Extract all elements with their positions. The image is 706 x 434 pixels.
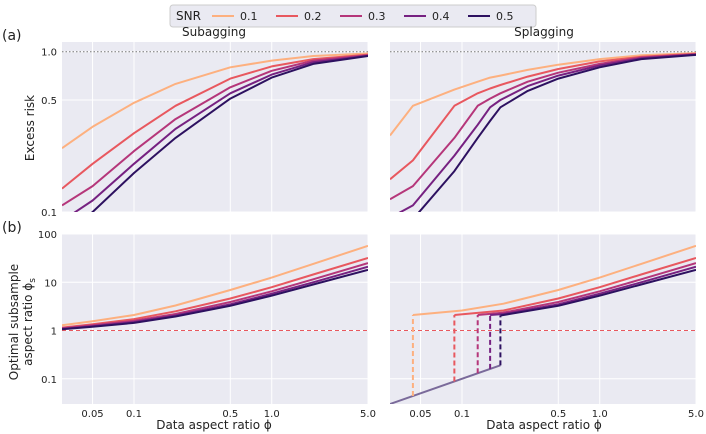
- legend-label-0.4: 0.4: [432, 10, 450, 23]
- x-tick-label: 0.5: [222, 409, 238, 420]
- y-tick-label: 100: [38, 230, 57, 241]
- row-label-b: (b): [2, 220, 22, 236]
- series-line-snr-0.5: [62, 268, 368, 331]
- y-tick-label: 0.1: [41, 375, 57, 386]
- series-line-snr-0.2: [62, 256, 368, 329]
- series-line-snr-0.1: [390, 52, 696, 137]
- legend-title: SNR: [176, 9, 201, 23]
- y-axis-label-bottom-line1: Optimal subsample: [7, 264, 21, 380]
- series-line-snr-0.2: [390, 52, 696, 181]
- y-axis-label-bottom-line2: aspect ratio ϕs: [21, 278, 38, 366]
- series-line-snr-0.5: [500, 268, 696, 317]
- series-line-snr-0.5: [417, 53, 696, 212]
- x-axis-label-right: Data aspect ratio ϕ: [486, 418, 602, 432]
- panel-bottom-left: 0.05 0.1 0.5 1.0 5.0 0.1 1 10 100: [38, 230, 376, 420]
- plot-area: [390, 42, 696, 212]
- x-axis-label-left: Data aspect ratio ϕ: [156, 418, 272, 432]
- series-line-snr-0.4: [398, 53, 696, 212]
- series-line-snr-0.3: [62, 54, 368, 207]
- row-label-a: (a): [2, 28, 22, 44]
- panel-title-splagging: Splagging: [514, 25, 574, 39]
- series-line-snr-0.3: [477, 262, 696, 316]
- y-tick-label: 10: [44, 278, 57, 289]
- panel-bottom-right: 0.05 0.1 0.5 1.0 5.0: [390, 233, 704, 420]
- legend: SNR 0.1 0.2 0.3 0.4 0.5: [169, 4, 537, 28]
- legend-label-0.2: 0.2: [304, 10, 322, 23]
- panel-title-subagging: Subagging: [182, 25, 246, 39]
- series-line-snr-0.4: [490, 265, 696, 316]
- y-tick-label: 0.5: [41, 96, 57, 107]
- series-line-snr-0.1: [62, 52, 368, 150]
- legend-label-0.1: 0.1: [240, 10, 258, 23]
- x-tick-label: 0.5: [550, 409, 566, 420]
- x-tick-label: 0.1: [126, 409, 142, 420]
- series-line-snr-0.2: [62, 53, 368, 190]
- panel-top-left: 0.1 0.5 1.0: [41, 42, 369, 219]
- x-tick-label: 1.0: [264, 409, 280, 420]
- x-tick-label: 1.0: [592, 409, 608, 420]
- series-line-snr-0.3: [390, 53, 696, 201]
- y-tick-label: 1.0: [41, 48, 57, 59]
- x-tick-label: 0.1: [454, 409, 470, 420]
- panel-top-right: [390, 42, 697, 213]
- x-tick-label: 5.0: [688, 409, 704, 420]
- y-tick-label: 0.1: [41, 208, 57, 219]
- x-tick-label: 0.05: [409, 409, 431, 420]
- series-line-snr-0.4: [73, 54, 368, 212]
- series-line-snr-0.1: [412, 244, 696, 316]
- x-tick-label: 0.05: [81, 409, 103, 420]
- y-tick-label: 1: [51, 327, 57, 338]
- series-line-snr-0.2: [454, 256, 696, 316]
- lower-branch-line: [390, 364, 501, 404]
- series-line-snr-0.1: [62, 244, 368, 327]
- x-tick-label: 5.0: [360, 409, 376, 420]
- y-axis-label-top: Excess risk: [23, 95, 37, 161]
- legend-label-0.5: 0.5: [496, 10, 514, 23]
- series-line-snr-0.5: [90, 55, 368, 212]
- legend-label-0.3: 0.3: [368, 10, 386, 23]
